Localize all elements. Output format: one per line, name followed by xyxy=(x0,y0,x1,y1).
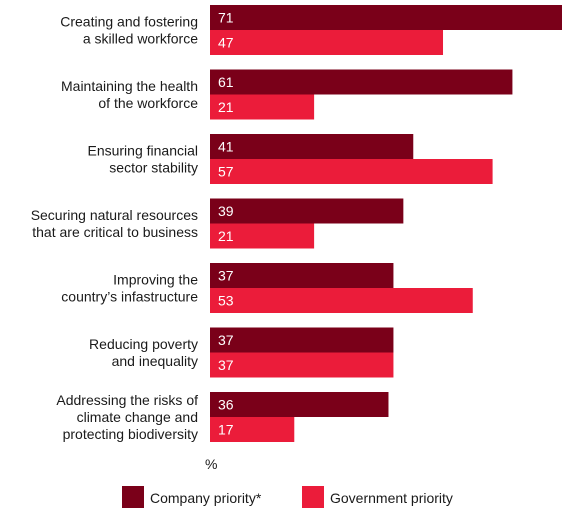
category-label: Addressing the risks of climate change an… xyxy=(56,392,198,442)
company-priority-value: 37 xyxy=(218,268,234,284)
category-label-line: Maintaining the health xyxy=(61,78,198,94)
company-priority-bar xyxy=(210,134,414,159)
government-priority-value: 53 xyxy=(218,293,234,309)
government-priority-bar xyxy=(210,288,473,313)
category-label: Maintaining the health of the workforce xyxy=(61,78,198,111)
legend-swatch-company xyxy=(122,486,144,508)
category-label: Ensuring financial sector stability xyxy=(87,143,198,176)
category-label: Reducing poverty and inequality xyxy=(89,336,198,369)
legend: Company priority* Government priority xyxy=(122,486,453,508)
category-label-line: Addressing the risks of xyxy=(56,392,198,408)
government-priority-value: 47 xyxy=(218,35,234,51)
company-priority-bar xyxy=(210,327,394,353)
category-label-line: climate change and xyxy=(77,409,198,425)
company-priority-value: 41 xyxy=(218,139,234,155)
bars xyxy=(210,5,562,442)
category-label-line: sector stability xyxy=(109,160,198,176)
government-priority-value: 21 xyxy=(218,228,234,244)
category-label-line: Reducing poverty xyxy=(89,336,198,352)
category-labels: Creating and fostering a skilled workforc… xyxy=(31,14,199,443)
category-label-line: Creating and fostering xyxy=(60,14,198,30)
category-label-line: Ensuring financial xyxy=(87,143,198,159)
category-label-line: a skilled workforce xyxy=(83,31,198,47)
company-priority-bar xyxy=(210,263,394,288)
company-priority-bar xyxy=(210,5,562,30)
company-priority-value: 39 xyxy=(218,203,234,219)
company-priority-bar xyxy=(210,392,389,417)
government-priority-value: 37 xyxy=(218,357,234,373)
government-priority-bar xyxy=(210,352,394,378)
government-priority-value: 17 xyxy=(218,422,234,438)
company-priority-value: 61 xyxy=(218,74,234,90)
government-priority-bar xyxy=(210,417,295,442)
category-label: Securing natural resources that are criti… xyxy=(31,207,198,240)
category-label-line: and inequality xyxy=(112,353,198,369)
government-priority-bar xyxy=(210,223,315,249)
legend-swatch-government xyxy=(302,486,324,508)
company-priority-bar xyxy=(210,69,513,95)
category-label-line: Securing natural resources xyxy=(31,207,198,223)
legend-label-government: Government priority xyxy=(330,490,453,506)
company-priority-value: 37 xyxy=(218,332,234,348)
category-label-line: Improving the xyxy=(113,272,198,288)
value-labels: 71 47 61 21 41 57 39 21 37 53 37 37 36 17 xyxy=(218,10,234,438)
company-priority-value: 36 xyxy=(218,397,234,413)
category-label: Improving the country’s infastructure xyxy=(61,272,198,305)
government-priority-bar xyxy=(210,159,493,184)
government-priority-bar xyxy=(210,94,315,120)
government-priority-value: 21 xyxy=(218,99,234,115)
legend-label-company: Company priority* xyxy=(150,490,262,506)
company-priority-bar xyxy=(210,198,404,224)
category-label-line: of the workforce xyxy=(98,95,198,111)
category-label-line: country’s infastructure xyxy=(61,289,198,305)
government-priority-bar xyxy=(210,30,444,55)
category-label: Creating and fostering a skilled workforc… xyxy=(60,14,198,47)
category-label-line: protecting biodiversity xyxy=(63,426,198,442)
category-label-line: that are critical to business xyxy=(32,224,198,240)
unit-label: % xyxy=(205,456,217,472)
government-priority-value: 57 xyxy=(218,164,234,180)
company-priority-value: 71 xyxy=(218,10,234,26)
